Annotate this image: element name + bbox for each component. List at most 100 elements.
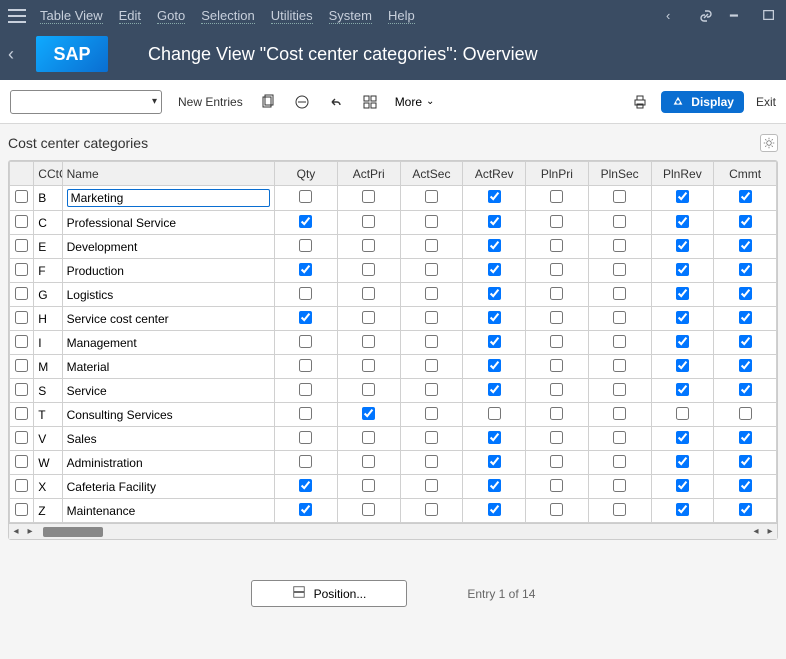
cell-checkbox[interactable] (337, 355, 400, 379)
cell-checkbox[interactable] (651, 186, 714, 211)
table-row[interactable]: EDevelopment (10, 235, 777, 259)
cell-checkbox[interactable] (651, 379, 714, 403)
cell-checkbox[interactable] (275, 499, 338, 523)
row-selector[interactable] (10, 499, 34, 523)
cell-checkbox[interactable] (526, 379, 589, 403)
scroll-left-step-icon[interactable]: ◂ (749, 526, 763, 537)
cell-checkbox[interactable] (463, 451, 526, 475)
row-selector[interactable] (10, 355, 34, 379)
scroll-thumb[interactable] (43, 527, 103, 537)
cell-checkbox[interactable] (400, 307, 463, 331)
cell-checkbox[interactable] (337, 451, 400, 475)
cell-checkbox[interactable] (275, 307, 338, 331)
cell-checkbox[interactable] (400, 355, 463, 379)
table-row[interactable]: IManagement (10, 331, 777, 355)
cell-checkbox[interactable] (651, 427, 714, 451)
cell-checkbox[interactable] (337, 259, 400, 283)
cell-checkbox[interactable] (526, 475, 589, 499)
cell-checkbox[interactable] (275, 427, 338, 451)
cell-checkbox[interactable] (651, 235, 714, 259)
row-selector[interactable] (10, 186, 34, 211)
cell-checkbox[interactable] (714, 379, 777, 403)
cell-checkbox[interactable] (588, 499, 651, 523)
cell-checkbox[interactable] (714, 403, 777, 427)
cell-checkbox[interactable] (651, 355, 714, 379)
cell-checkbox[interactable] (463, 211, 526, 235)
cell-name[interactable]: Logistics (62, 283, 274, 307)
cell-checkbox[interactable] (463, 403, 526, 427)
table-row[interactable]: XCafeteria Facility (10, 475, 777, 499)
row-selector[interactable] (10, 235, 34, 259)
cell-checkbox[interactable] (337, 235, 400, 259)
row-selector[interactable] (10, 475, 34, 499)
scroll-right-icon[interactable]: ▸ (763, 526, 777, 537)
cell-checkbox[interactable] (400, 379, 463, 403)
cell-checkbox[interactable] (714, 331, 777, 355)
cell-checkbox[interactable] (714, 307, 777, 331)
table-row[interactable]: MMaterial (10, 355, 777, 379)
row-selector[interactable] (10, 307, 34, 331)
cell-checkbox[interactable] (463, 235, 526, 259)
cell-name[interactable]: Consulting Services (62, 403, 274, 427)
cell-checkbox[interactable] (588, 331, 651, 355)
col-plnpri[interactable]: PlnPri (526, 162, 589, 186)
cell-checkbox[interactable] (337, 475, 400, 499)
cell-name[interactable]: Maintenance (62, 499, 274, 523)
cell-code[interactable]: M (34, 355, 62, 379)
row-selector[interactable] (10, 427, 34, 451)
cell-checkbox[interactable] (526, 235, 589, 259)
table-row[interactable]: CProfessional Service (10, 211, 777, 235)
delete-icon[interactable] (293, 93, 311, 111)
cell-code[interactable]: V (34, 427, 62, 451)
cell-checkbox[interactable] (463, 331, 526, 355)
cell-checkbox[interactable] (337, 331, 400, 355)
settings-icon[interactable] (760, 134, 778, 152)
cell-checkbox[interactable] (275, 211, 338, 235)
cell-checkbox[interactable] (275, 235, 338, 259)
cell-checkbox[interactable] (588, 211, 651, 235)
cell-code[interactable]: E (34, 235, 62, 259)
cell-checkbox[interactable] (651, 499, 714, 523)
cell-name[interactable]: Sales (62, 427, 274, 451)
table-row[interactable]: ZMaintenance (10, 499, 777, 523)
scroll-right-step-icon[interactable]: ▸ (23, 526, 37, 537)
cell-code[interactable]: T (34, 403, 62, 427)
table-row[interactable]: FProduction (10, 259, 777, 283)
cell-checkbox[interactable] (588, 283, 651, 307)
cell-name[interactable]: Material (62, 355, 274, 379)
cell-checkbox[interactable] (275, 186, 338, 211)
table-row[interactable]: TConsulting Services (10, 403, 777, 427)
cell-checkbox[interactable] (275, 475, 338, 499)
cell-checkbox[interactable] (714, 355, 777, 379)
cell-name[interactable]: Production (62, 259, 274, 283)
cell-checkbox[interactable] (463, 307, 526, 331)
row-selector[interactable] (10, 211, 34, 235)
cell-checkbox[interactable] (275, 355, 338, 379)
cell-name[interactable]: Management (62, 331, 274, 355)
window-icon[interactable] (762, 8, 778, 24)
cell-name[interactable]: Marketing (62, 186, 274, 211)
table-row[interactable]: WAdministration (10, 451, 777, 475)
menu-table-view[interactable]: Table View (40, 8, 103, 24)
cell-checkbox[interactable] (463, 186, 526, 211)
menu-selection[interactable]: Selection (201, 8, 254, 24)
cell-checkbox[interactable] (400, 283, 463, 307)
cell-checkbox[interactable] (463, 283, 526, 307)
cell-checkbox[interactable] (400, 427, 463, 451)
cell-code[interactable]: F (34, 259, 62, 283)
cell-checkbox[interactable] (714, 235, 777, 259)
cell-checkbox[interactable] (714, 499, 777, 523)
cell-code[interactable]: G (34, 283, 62, 307)
cell-checkbox[interactable] (400, 259, 463, 283)
cell-checkbox[interactable] (714, 211, 777, 235)
menu-help[interactable]: Help (388, 8, 415, 24)
cell-checkbox[interactable] (400, 186, 463, 211)
cell-checkbox[interactable] (714, 186, 777, 211)
new-entries-button[interactable]: New Entries (178, 95, 243, 109)
cell-name[interactable]: Service cost center (62, 307, 274, 331)
cell-checkbox[interactable] (526, 211, 589, 235)
exit-button[interactable]: Exit (756, 95, 776, 109)
cell-checkbox[interactable] (651, 307, 714, 331)
row-selector[interactable] (10, 259, 34, 283)
cell-name[interactable]: Service (62, 379, 274, 403)
